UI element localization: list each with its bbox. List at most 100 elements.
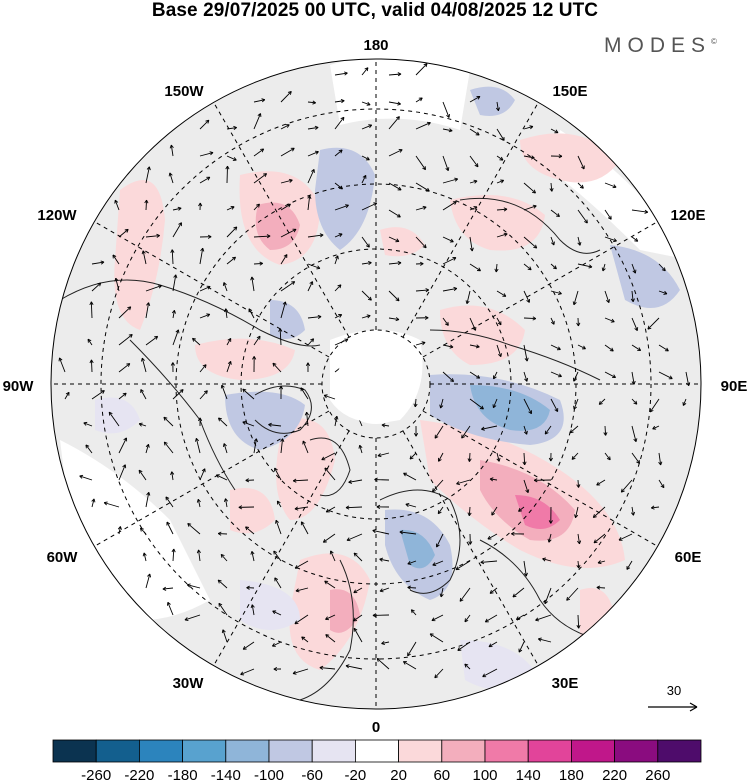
wind-vector bbox=[187, 523, 201, 535]
wind-vector-head bbox=[588, 264, 593, 269]
wind-vector-head bbox=[474, 163, 479, 168]
wind-vector bbox=[550, 182, 553, 192]
wind-vector-head bbox=[325, 616, 329, 621]
wind-vector bbox=[604, 452, 611, 461]
wind-vector bbox=[87, 338, 93, 346]
wind-vector bbox=[104, 502, 120, 508]
wind-vector-head bbox=[242, 388, 247, 393]
negative-anomaly bbox=[95, 397, 140, 434]
wind-vector bbox=[548, 533, 552, 543]
wind-vector bbox=[118, 334, 133, 346]
wind-vector bbox=[91, 498, 95, 508]
wind-vector bbox=[220, 554, 228, 562]
wind-vector bbox=[518, 506, 525, 512]
wind-vector bbox=[279, 328, 282, 346]
wind-vector-head bbox=[523, 572, 528, 577]
wind-vector-head bbox=[527, 266, 532, 271]
wind-vector-head bbox=[197, 417, 203, 422]
wind-vector-head bbox=[203, 390, 208, 395]
wind-vector-head bbox=[379, 588, 384, 593]
wind-vector-head bbox=[558, 291, 562, 296]
wind-vector-head bbox=[165, 496, 170, 501]
wind-vector bbox=[523, 126, 534, 130]
wind-vector bbox=[496, 101, 499, 111]
wind-vector bbox=[518, 641, 525, 653]
wind-vector bbox=[469, 317, 476, 331]
wind-vector bbox=[415, 206, 427, 211]
wind-vector-head bbox=[272, 610, 277, 615]
wind-vector bbox=[631, 425, 637, 442]
wind-vector-head bbox=[122, 464, 127, 469]
wind-vector bbox=[597, 560, 606, 564]
wind-vector bbox=[138, 469, 147, 481]
wind-vector-head bbox=[290, 147, 295, 152]
wind-vector bbox=[495, 263, 498, 273]
wind-vector bbox=[469, 236, 473, 252]
wind-vector bbox=[658, 263, 666, 272]
wind-vector-head bbox=[232, 256, 236, 261]
wind-vector-head bbox=[146, 491, 151, 496]
colorbar-tick-label: 20 bbox=[390, 767, 407, 783]
wind-vector bbox=[353, 614, 363, 622]
wind-vector-head bbox=[177, 206, 182, 211]
wind-vector-head bbox=[650, 505, 655, 510]
wind-vector bbox=[294, 506, 309, 510]
wind-vector bbox=[325, 614, 336, 620]
wind-vector bbox=[199, 364, 207, 373]
wind-vector bbox=[198, 549, 201, 562]
wind-vector bbox=[487, 533, 498, 540]
wind-vector bbox=[442, 317, 449, 326]
coastlines bbox=[59, 197, 601, 701]
wind-vector-head bbox=[476, 95, 481, 100]
wind-vector-head bbox=[397, 186, 402, 191]
wind-vector-head bbox=[365, 156, 370, 161]
wind-vector-head bbox=[489, 590, 494, 594]
wind-vector-head bbox=[467, 512, 472, 517]
wind-vector bbox=[242, 641, 255, 650]
wind-vector bbox=[240, 668, 255, 675]
colorbar: -260 -220 -180 -140 -100 -60 -20 20 60 100 140 180 2… bbox=[52, 739, 702, 783]
wind-vector-head bbox=[574, 514, 579, 519]
wind-vector bbox=[481, 425, 498, 430]
wind-vector bbox=[199, 119, 210, 130]
wind-vector bbox=[415, 236, 427, 249]
wind-vector bbox=[569, 425, 579, 434]
wind-vector bbox=[307, 195, 311, 211]
wind-vector bbox=[523, 236, 538, 249]
wind-vector-head bbox=[170, 362, 175, 366]
wind-vector bbox=[649, 398, 660, 413]
negative-anomaly bbox=[470, 86, 515, 116]
wind-vector-head bbox=[292, 670, 297, 675]
reference-vector: 30 bbox=[648, 683, 698, 712]
wind-vector bbox=[442, 287, 457, 292]
wind-vector bbox=[334, 233, 343, 238]
wind-vector-head bbox=[630, 298, 635, 303]
wind-vector-head bbox=[606, 456, 611, 461]
wind-vector-head bbox=[366, 314, 371, 319]
wind-vector-head bbox=[556, 346, 561, 351]
wind-vector-head bbox=[340, 116, 345, 121]
colorbar-swatch bbox=[268, 739, 313, 763]
wind-vector-head bbox=[523, 430, 528, 435]
colorbar-tick-label: -180 bbox=[168, 767, 198, 783]
wind-vector bbox=[141, 357, 147, 373]
wind-vector bbox=[376, 658, 390, 670]
wind-vector bbox=[251, 604, 255, 616]
wind-vector bbox=[79, 475, 93, 481]
wind-vector bbox=[496, 179, 504, 184]
wind-vector bbox=[407, 560, 417, 565]
wind-vector-head bbox=[314, 125, 319, 130]
wind-vector-head bbox=[209, 151, 214, 156]
lon-0: 0 bbox=[372, 719, 380, 736]
wind-vector bbox=[274, 577, 282, 589]
wind-vector-head bbox=[473, 206, 478, 210]
wind-vector bbox=[142, 250, 147, 265]
wind-vector-head bbox=[454, 177, 459, 182]
wind-vector-head bbox=[353, 627, 358, 632]
wind-vector-head bbox=[556, 213, 560, 218]
wind-vector bbox=[464, 663, 471, 670]
wind-vector bbox=[432, 560, 444, 566]
wind-vector-head bbox=[97, 282, 102, 287]
wind-vector bbox=[542, 558, 552, 562]
wind-vector-head bbox=[445, 321, 449, 326]
